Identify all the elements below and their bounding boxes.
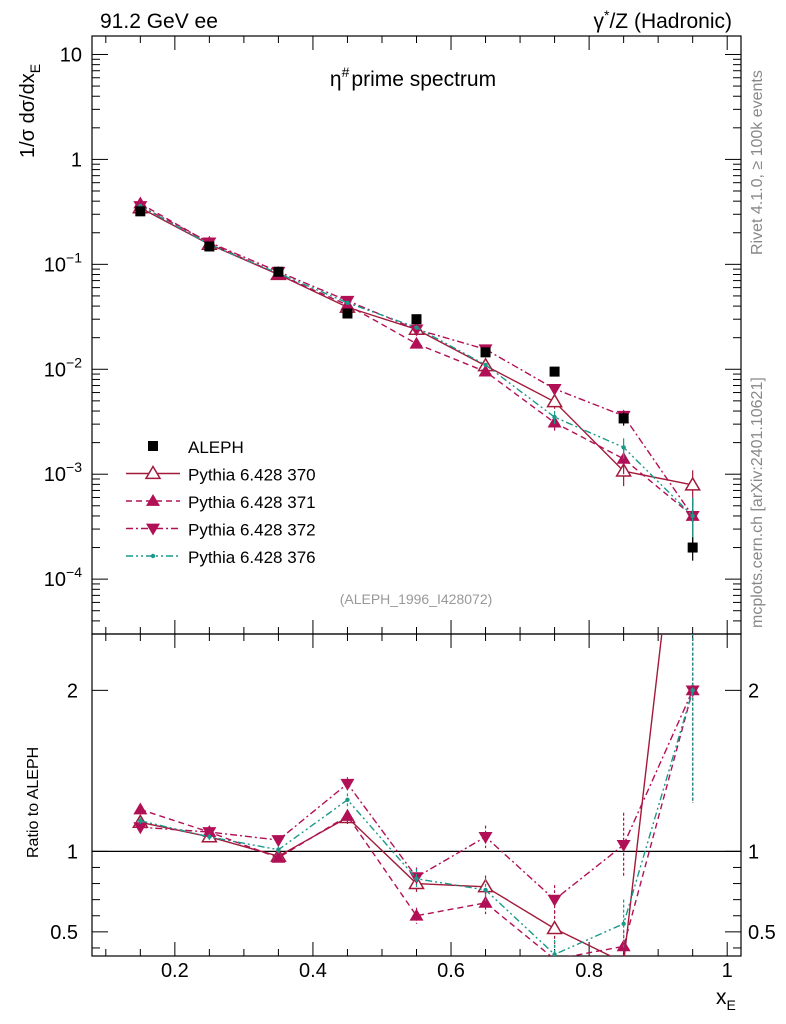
process-label: γ*/Z (Hadronic) <box>594 7 732 33</box>
legend-marker <box>150 553 156 559</box>
main-y-tick-label: 10−3 <box>44 459 82 486</box>
ratio-point-marker <box>478 895 493 908</box>
ratio-point-marker <box>340 808 355 821</box>
mcplots-source-label: mcplots.cern.ch [arXiv:2401.10621] <box>749 377 766 628</box>
data-point-marker <box>549 366 560 377</box>
plot-title: η#prime spectrum <box>330 64 496 91</box>
ratio-point-marker <box>483 887 488 893</box>
ratio-y-tick-label-right: 2 <box>748 680 759 702</box>
ratio-point-marker <box>207 834 212 840</box>
ratio-point-marker <box>276 847 281 852</box>
data-point-marker <box>690 513 695 519</box>
legend-entry: Pythia 6.428 376 <box>126 548 316 567</box>
data-point-marker <box>478 364 493 377</box>
data-point-marker <box>687 542 698 553</box>
ratio-point-marker <box>409 908 424 921</box>
ratio-y-axis-label: Ratio to ALEPH <box>25 747 42 858</box>
ratio-series-group <box>132 634 700 956</box>
data-point-marker <box>409 324 424 337</box>
data-point-marker <box>684 476 701 491</box>
ratio-point-marker <box>271 850 286 863</box>
ratio-point-marker <box>621 921 626 926</box>
x-axis-label: xE <box>716 986 736 1013</box>
ratio-y-tick-label: 1 <box>67 841 78 863</box>
data-point-marker <box>204 241 215 252</box>
main-series-aleph <box>135 206 698 561</box>
ratio-line <box>140 690 694 956</box>
analysis-tag: (ALEPH_1996_I428072) <box>340 591 493 607</box>
ratio-point-marker <box>271 835 286 848</box>
data-point-marker <box>547 384 562 396</box>
main-y-tick-label: 10−2 <box>44 354 82 381</box>
ratio-line <box>140 690 694 901</box>
ratio-point-marker <box>478 831 493 844</box>
ratio-point-marker <box>690 688 695 693</box>
legend-label: Pythia 6.428 370 <box>188 466 316 485</box>
main-y-tick-label: 10−1 <box>44 249 82 276</box>
rivet-version-label: Rivet 4.1.0, ≥ 100k events <box>749 70 766 255</box>
ratio-y-tick-label-right: 0.5 <box>748 922 776 944</box>
legend-label: Pythia 6.428 376 <box>188 548 316 567</box>
main-axis-ticks <box>92 36 741 635</box>
legend-marker <box>146 523 160 536</box>
legend-entry: Pythia 6.428 372 <box>126 521 316 540</box>
data-point-marker <box>618 413 629 424</box>
ratio-y-tick-label: 2 <box>67 680 78 702</box>
data-point-marker <box>552 414 557 420</box>
data-point-marker <box>546 393 563 408</box>
x-tick-label: 0.4 <box>299 960 327 982</box>
main-y-tick-label: 10−4 <box>44 564 82 591</box>
ratio-point-marker <box>138 818 143 823</box>
ratio-point-marker <box>133 802 148 815</box>
data-point-marker <box>621 445 626 450</box>
x-tick-label: 0.6 <box>437 960 465 982</box>
data-point-marker <box>414 325 419 330</box>
legend-label: ALEPH <box>188 438 244 457</box>
ratio-point-marker <box>133 822 148 835</box>
legend-entry: ALEPH <box>148 438 244 457</box>
x-tick-labels: 0.2 0.4 0.6 0.8 1 <box>161 960 733 982</box>
data-point-marker <box>480 347 491 358</box>
main-y-tick-label: 1 <box>71 149 82 171</box>
legend-marker <box>148 441 158 451</box>
data-point-marker <box>483 362 488 368</box>
legend-entry: Pythia 6.428 371 <box>126 493 316 512</box>
ratio-series-pythia-6-428-376 <box>138 634 695 956</box>
ratio-point-marker <box>340 778 355 791</box>
ratio-point-marker <box>414 876 419 881</box>
main-series-group <box>132 196 701 561</box>
x-tick-label: 0.8 <box>575 960 603 982</box>
legend-entry: Pythia 6.428 370 <box>126 465 316 485</box>
data-point-marker <box>135 206 146 217</box>
data-point-marker <box>409 336 424 349</box>
ratio-point-marker <box>546 920 563 935</box>
energy-label: 91.2 GeV ee <box>100 10 218 33</box>
ratio-axis-ticks <box>92 634 741 956</box>
x-tick-label: 0.2 <box>161 960 189 982</box>
ratio-y-tick-label: 0.5 <box>50 922 78 944</box>
main-y-tick-labels: 10 1 10−1 10−2 10−3 10−4 <box>44 44 82 591</box>
data-point-marker <box>411 314 422 325</box>
legend-marker <box>144 465 162 480</box>
ratio-point-marker <box>202 827 217 840</box>
legend-marker <box>146 494 160 506</box>
ratio-point-marker <box>616 840 631 852</box>
x-tick-label: 1 <box>722 960 733 982</box>
ratio-y-tick-labels: 0.5 0.5 1 1 2 2 <box>50 680 776 944</box>
legend-label: Pythia 6.428 372 <box>188 521 316 540</box>
ratio-point-marker <box>552 952 557 956</box>
data-point-marker <box>345 300 350 306</box>
main-y-tick-label: 10 <box>60 44 82 66</box>
ratio-point-marker <box>547 894 562 907</box>
main-y-axis-label: 1/σ dσ/dxE <box>17 64 43 158</box>
legend: ALEPH Pythia 6.428 370 Pythia 6.428 371 Pyt… <box>126 438 316 567</box>
data-point-marker <box>273 266 284 277</box>
ratio-point-marker <box>345 797 350 803</box>
ratio-y-tick-label-right: 1 <box>748 841 759 863</box>
legend-label: Pythia 6.428 371 <box>188 493 316 512</box>
data-point-marker <box>342 308 353 319</box>
